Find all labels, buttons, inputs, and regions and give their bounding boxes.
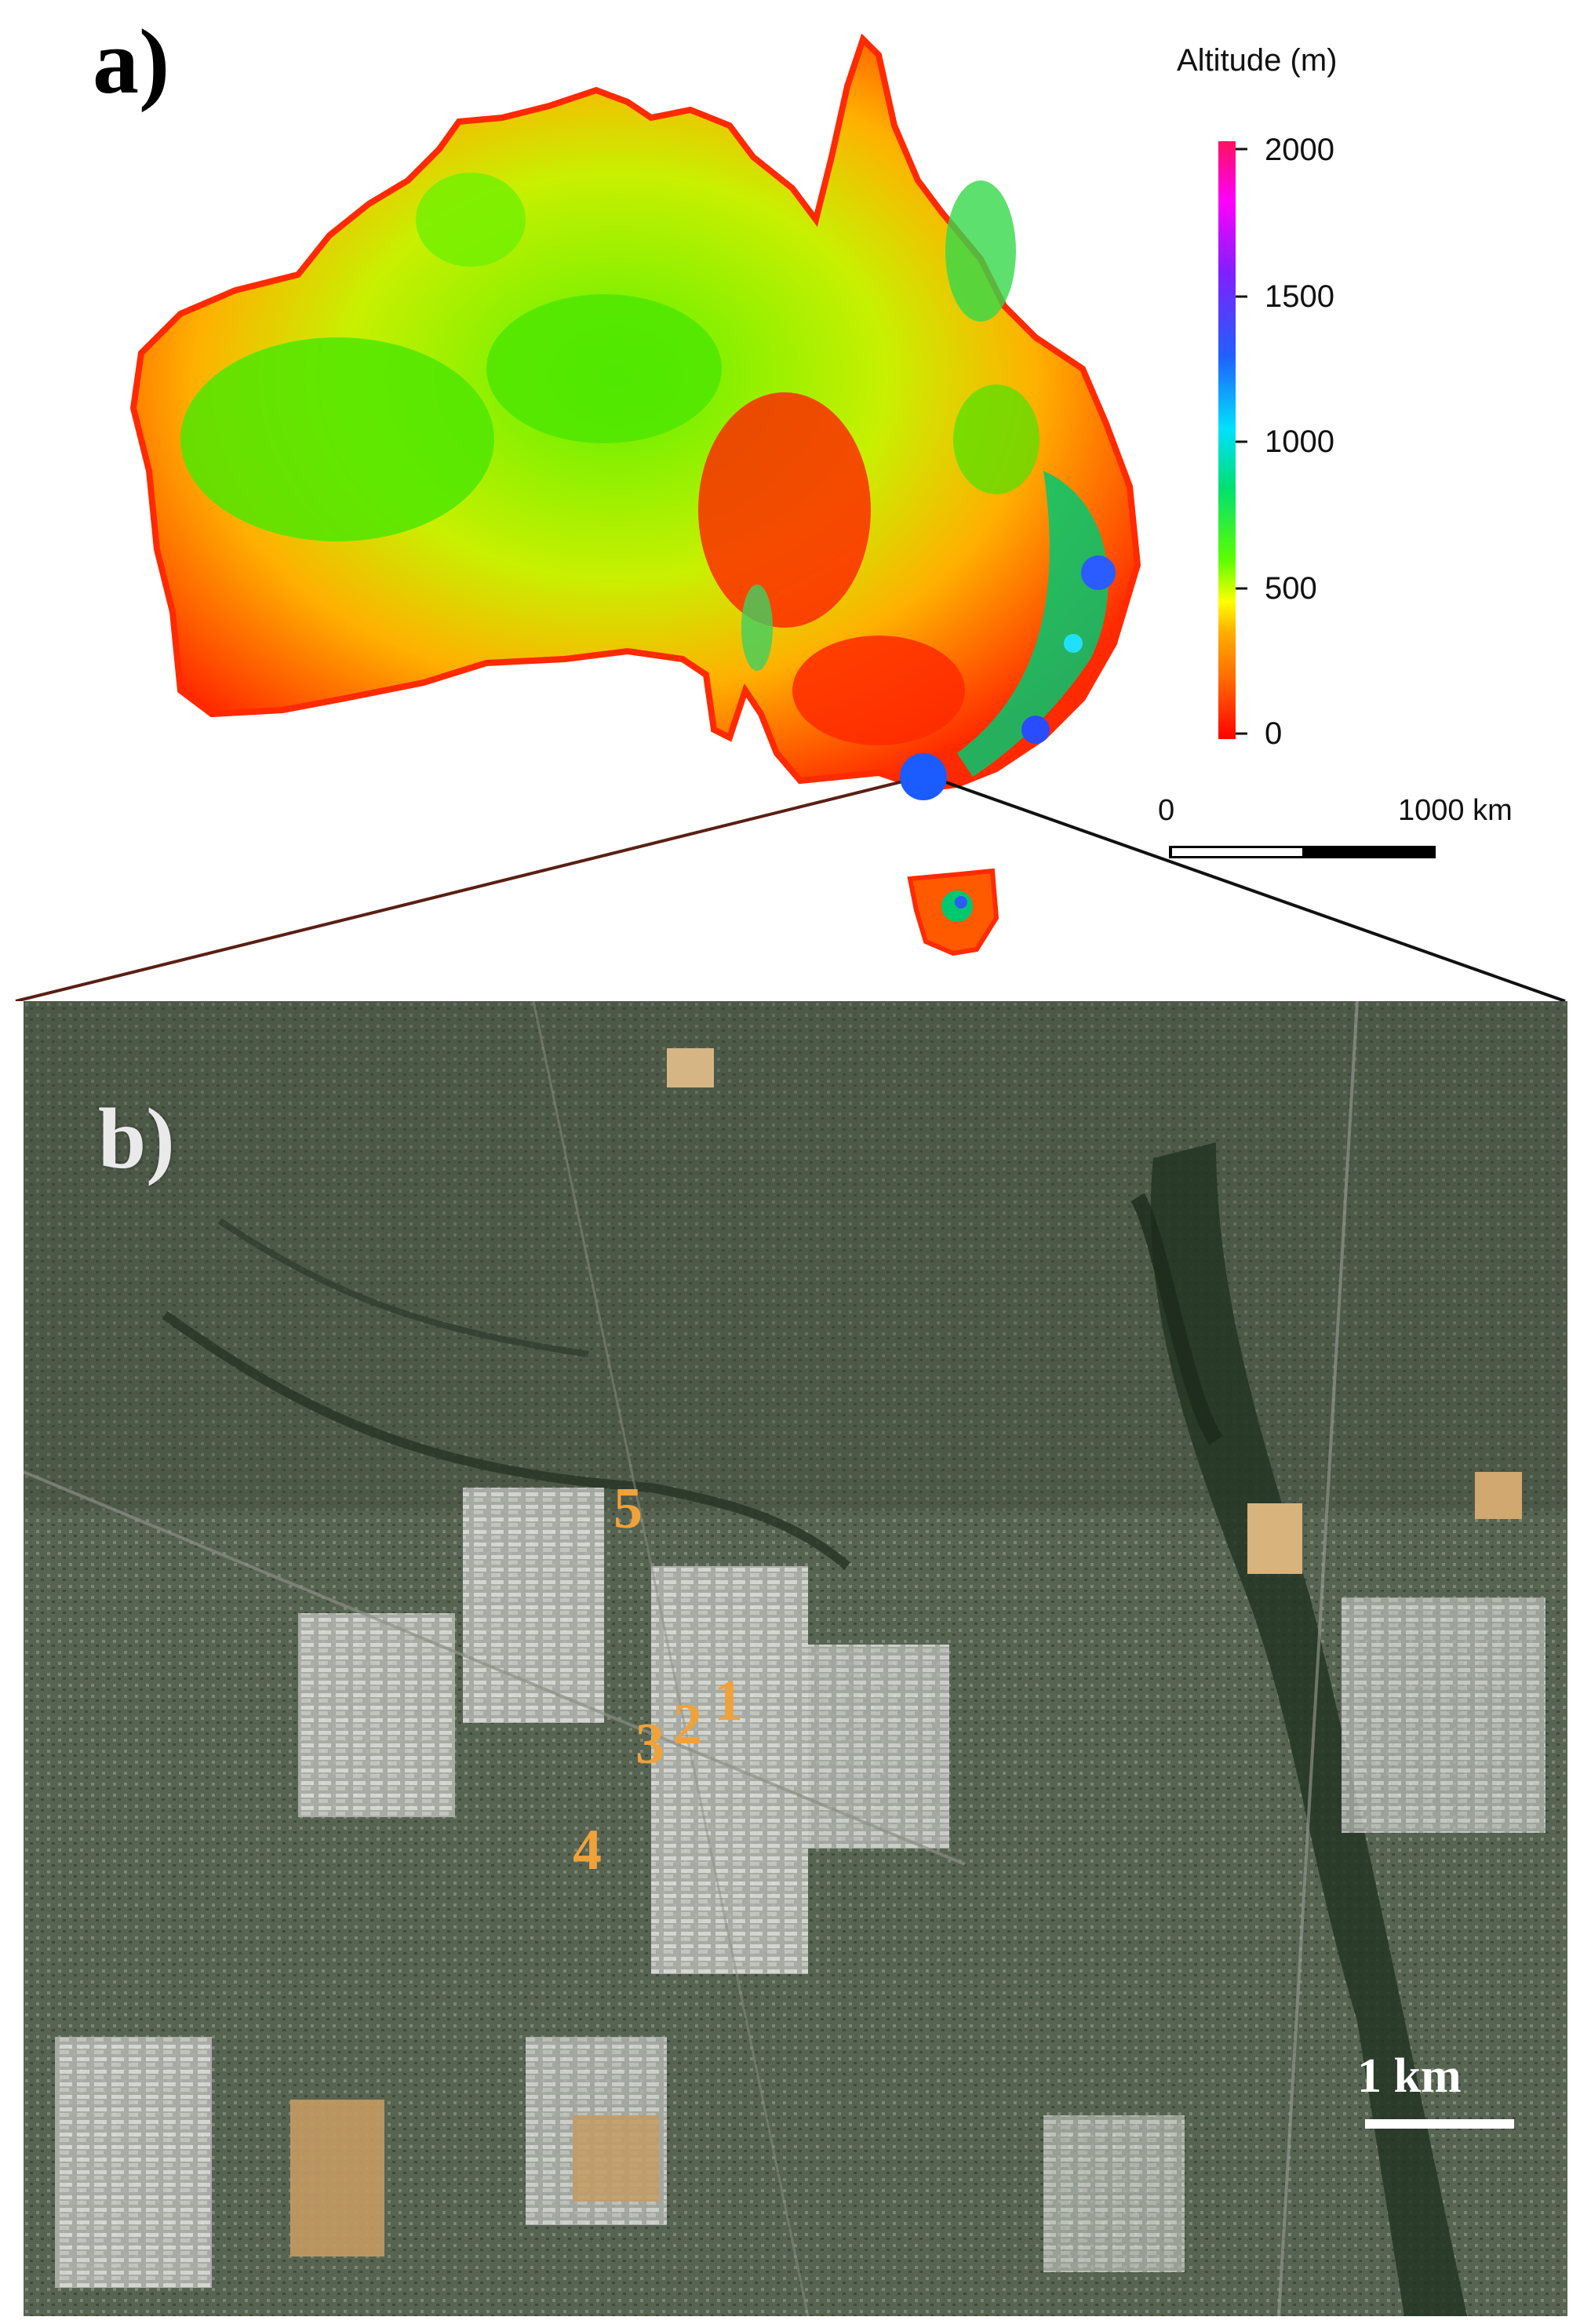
site-marker-4: 4 xyxy=(573,1818,602,1882)
satellite-imagery xyxy=(24,1001,1567,2316)
study-site-marker xyxy=(900,753,947,800)
site-marker-3: 3 xyxy=(635,1712,664,1776)
legend-tick-2000: 2000 xyxy=(1265,133,1334,167)
panel-a-label: a) xyxy=(93,10,170,113)
scale-bar-b-label: 1 km xyxy=(1357,2049,1462,2103)
site-marker-5: 5 xyxy=(613,1477,643,1541)
panel-b-label: b) xyxy=(98,1091,175,1186)
site-marker-1: 1 xyxy=(714,1669,743,1733)
scale-start-label: 0 xyxy=(1158,794,1175,827)
legend-colorbar xyxy=(1218,141,1236,739)
legend-tick-500: 500 xyxy=(1265,571,1317,606)
legend-tick-1000: 1000 xyxy=(1265,424,1334,459)
site-marker-2: 2 xyxy=(673,1692,702,1757)
legend-title: Altitude (m) xyxy=(1177,43,1338,78)
legend-tick-1500: 1500 xyxy=(1265,279,1334,314)
scale-end-label: 1000 km xyxy=(1398,794,1513,827)
satellite-image: b) 1 2 3 4 5 1 km xyxy=(24,1001,1567,2316)
legend-tick-0: 0 xyxy=(1265,716,1283,751)
elevation-map xyxy=(15,33,1566,1001)
scale-bar-b xyxy=(1365,2119,1514,2129)
